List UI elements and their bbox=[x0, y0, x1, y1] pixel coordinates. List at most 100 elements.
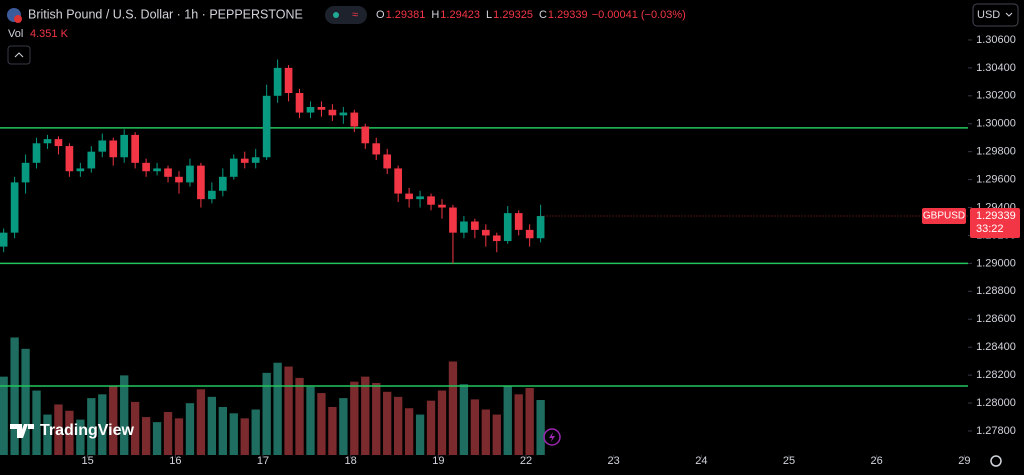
candle-body bbox=[131, 134, 139, 163]
candle-body bbox=[372, 143, 381, 155]
candle-body bbox=[471, 221, 479, 230]
candle-body bbox=[208, 190, 216, 200]
volume-bar bbox=[229, 413, 238, 455]
ohlc-legend: O 1.29381 H 1.29423 L 1.29325 C 1.29339 −0.00041… bbox=[376, 9, 686, 21]
candle-body bbox=[525, 229, 534, 239]
x-tick-label: 29 bbox=[958, 455, 970, 467]
volume-bar bbox=[415, 414, 425, 455]
currency-label[interactable]: USD bbox=[977, 9, 1000, 21]
candle-body bbox=[394, 168, 402, 194]
volume-bar bbox=[163, 412, 173, 455]
volume-bar bbox=[65, 410, 74, 455]
ohlc-value: 1.29423 bbox=[440, 9, 480, 21]
volume-bar bbox=[185, 403, 195, 455]
volume-bar bbox=[76, 419, 85, 455]
volume-bar bbox=[21, 348, 30, 455]
brand-name: TradingView bbox=[40, 422, 135, 439]
candle-body bbox=[98, 140, 107, 152]
candle-body bbox=[273, 67, 282, 96]
x-tick-label: 17 bbox=[257, 455, 269, 467]
candle-body bbox=[43, 139, 52, 144]
y-tick-label: 1.30400 bbox=[976, 62, 1016, 74]
volume-bar bbox=[262, 372, 271, 455]
x-tick-label: 15 bbox=[82, 455, 94, 467]
price-change: −0.00041 (−0.03%) bbox=[592, 9, 686, 21]
y-tick-label: 1.30000 bbox=[976, 118, 1016, 130]
candle-body bbox=[109, 140, 118, 158]
candle-body bbox=[21, 162, 30, 183]
candle-body bbox=[32, 143, 41, 163]
candle-body bbox=[514, 213, 523, 230]
symbol-icon bbox=[14, 15, 22, 23]
price-tag-label: 1.29339 bbox=[976, 210, 1016, 222]
x-tick-label: 19 bbox=[432, 455, 444, 467]
candle-body bbox=[339, 112, 348, 116]
x-tick-label: 26 bbox=[871, 455, 883, 467]
volume-bar bbox=[426, 400, 436, 455]
candle-body bbox=[306, 106, 315, 113]
lightning-icon bbox=[549, 432, 555, 442]
lightning-button[interactable] bbox=[543, 428, 561, 446]
y-tick-label: 1.30600 bbox=[976, 34, 1016, 46]
volume-bar bbox=[328, 406, 337, 455]
candle-body bbox=[295, 93, 304, 113]
currency-button[interactable] bbox=[972, 3, 1019, 27]
volume-bar bbox=[0, 376, 8, 455]
candle-body bbox=[251, 157, 260, 163]
candle-body bbox=[492, 235, 501, 242]
y-tick-label: 1.29600 bbox=[976, 174, 1016, 186]
x-tick-label: 25 bbox=[783, 455, 795, 467]
status-dot bbox=[333, 12, 339, 18]
volume-bar bbox=[10, 337, 19, 455]
candle-body bbox=[87, 151, 96, 169]
y-tick-label: 1.27800 bbox=[976, 425, 1016, 437]
volume-bar bbox=[32, 390, 41, 455]
y-tick-label: 1.28600 bbox=[976, 313, 1016, 325]
candle-body bbox=[142, 162, 150, 172]
volume-bar bbox=[470, 399, 480, 455]
ohlc-value: 1.29339 bbox=[548, 9, 588, 21]
volume-bar bbox=[339, 398, 348, 455]
volume-bar bbox=[109, 385, 118, 455]
y-tick-label: 1.30200 bbox=[976, 90, 1016, 102]
volume-bar bbox=[393, 396, 403, 455]
volume-bar bbox=[207, 396, 217, 455]
x-tick-label: 22 bbox=[520, 455, 532, 467]
volume-bar bbox=[54, 404, 63, 455]
candle-body bbox=[164, 168, 172, 177]
volume-bar bbox=[306, 386, 315, 455]
ohlc-label: L bbox=[486, 9, 492, 21]
chart-title[interactable]: British Pound / U.S. Dollar · 1h · PEPPE… bbox=[28, 7, 303, 21]
volume-bar bbox=[87, 398, 96, 455]
ohlc-value: 1.29381 bbox=[386, 9, 426, 21]
volume-bar bbox=[525, 388, 534, 455]
status-pill[interactable] bbox=[325, 6, 367, 24]
x-tick-label: 23 bbox=[608, 455, 620, 467]
candle-body bbox=[0, 232, 8, 247]
candle-body bbox=[197, 165, 205, 200]
candle-body bbox=[536, 216, 545, 239]
settings-button[interactable] bbox=[990, 455, 1002, 467]
candle-body bbox=[153, 168, 161, 172]
volume-bar bbox=[492, 414, 501, 455]
y-tick-label: 1.29000 bbox=[976, 257, 1016, 269]
collapse-button[interactable] bbox=[7, 45, 31, 65]
y-tick-label: 1.28400 bbox=[976, 341, 1016, 353]
candle-body bbox=[262, 95, 271, 158]
candle-body bbox=[383, 154, 392, 169]
volume-bar bbox=[383, 391, 392, 455]
candle-body bbox=[284, 67, 293, 94]
volume-bar bbox=[361, 376, 370, 455]
volume-bar bbox=[120, 375, 129, 455]
volume-bar bbox=[240, 418, 249, 455]
x-tick-label: 18 bbox=[345, 455, 357, 467]
y-tick-label: 1.28800 bbox=[976, 285, 1016, 297]
y-tick-label: 1.28000 bbox=[976, 397, 1016, 409]
volume-bar bbox=[448, 361, 458, 455]
y-tick-label: 1.29800 bbox=[976, 146, 1016, 158]
x-tick-label: 24 bbox=[695, 455, 707, 467]
volume-bar bbox=[317, 393, 326, 455]
x-tick-label: 16 bbox=[169, 455, 181, 467]
